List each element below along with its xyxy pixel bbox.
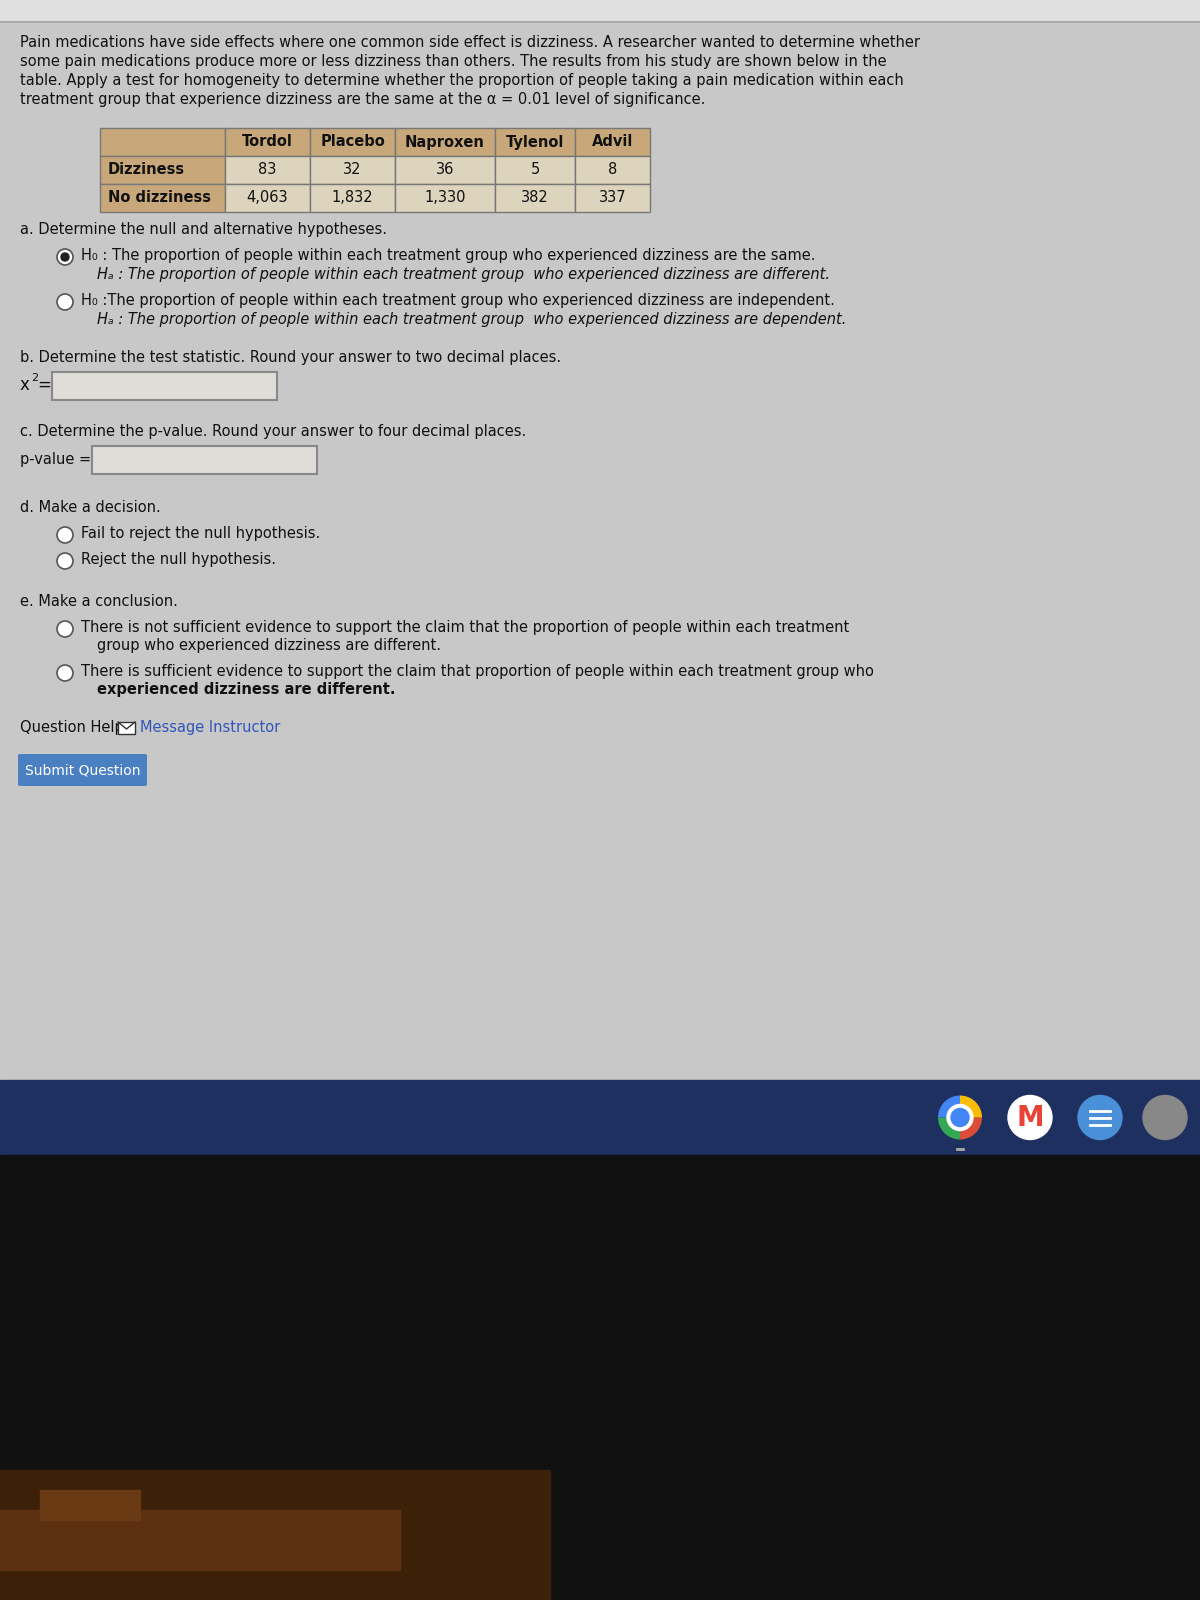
Wedge shape xyxy=(960,1096,982,1117)
Text: Question Help:: Question Help: xyxy=(20,720,128,734)
Circle shape xyxy=(1142,1096,1187,1139)
Text: 2: 2 xyxy=(31,373,38,382)
Text: 83: 83 xyxy=(258,163,277,178)
Circle shape xyxy=(58,526,73,542)
Text: 1,330: 1,330 xyxy=(425,190,466,205)
Bar xyxy=(226,128,310,157)
Text: p-value =: p-value = xyxy=(20,451,91,467)
Text: 382: 382 xyxy=(521,190,548,205)
Text: 32: 32 xyxy=(343,163,361,178)
Text: 4,063: 4,063 xyxy=(247,190,288,205)
Circle shape xyxy=(58,666,73,682)
Bar xyxy=(395,157,496,184)
Text: Reject the null hypothesis.: Reject the null hypothesis. xyxy=(82,552,276,566)
Text: 337: 337 xyxy=(599,190,626,205)
Text: H₀ :The proportion of people within each treatment group who experienced dizzine: H₀ :The proportion of people within each… xyxy=(82,293,835,307)
Text: =: = xyxy=(37,376,50,394)
Text: Fail to reject the null hypothesis.: Fail to reject the null hypothesis. xyxy=(82,526,320,541)
Text: 8: 8 xyxy=(608,163,617,178)
Text: Naproxen: Naproxen xyxy=(406,134,485,149)
Text: Tordol: Tordol xyxy=(242,134,293,149)
Text: Advil: Advil xyxy=(592,134,634,149)
Bar xyxy=(118,722,134,734)
Bar xyxy=(310,128,395,157)
Bar xyxy=(496,184,575,211)
Bar xyxy=(40,1490,140,1520)
Circle shape xyxy=(1008,1096,1052,1139)
Bar xyxy=(52,371,277,400)
Text: a. Determine the null and alternative hypotheses.: a. Determine the null and alternative hy… xyxy=(20,222,386,237)
Circle shape xyxy=(58,294,73,310)
Text: Hₐ : The proportion of people within each treatment group  who experienced dizzi: Hₐ : The proportion of people within eac… xyxy=(97,267,830,282)
FancyBboxPatch shape xyxy=(18,754,148,786)
Text: Placebo: Placebo xyxy=(320,134,385,149)
Text: Dizziness: Dizziness xyxy=(108,163,185,178)
Text: experienced dizziness are different.: experienced dizziness are different. xyxy=(97,682,396,698)
Circle shape xyxy=(58,554,73,570)
Wedge shape xyxy=(960,1117,982,1139)
Text: x: x xyxy=(20,376,30,394)
Text: Message Instructor: Message Instructor xyxy=(140,720,281,734)
Bar xyxy=(496,128,575,157)
Bar xyxy=(0,1510,400,1570)
Bar xyxy=(575,184,650,211)
Text: 1,832: 1,832 xyxy=(331,190,373,205)
Text: treatment group that experience dizziness are the same at the α = 0.01 level of : treatment group that experience dizzines… xyxy=(20,91,706,107)
Text: c. Determine the p-value. Round your answer to four decimal places.: c. Determine the p-value. Round your ans… xyxy=(20,424,527,438)
Bar xyxy=(0,1155,1200,1600)
Text: e. Make a conclusion.: e. Make a conclusion. xyxy=(20,594,178,610)
Wedge shape xyxy=(938,1096,960,1117)
Bar xyxy=(226,184,310,211)
Bar xyxy=(575,157,650,184)
Text: Hₐ : The proportion of people within each treatment group  who experienced dizzi: Hₐ : The proportion of people within eac… xyxy=(97,312,846,326)
Circle shape xyxy=(952,1109,970,1126)
Circle shape xyxy=(58,250,73,266)
Text: Submit Question: Submit Question xyxy=(25,763,140,778)
Text: No dizziness: No dizziness xyxy=(108,190,211,205)
Wedge shape xyxy=(938,1117,960,1139)
Circle shape xyxy=(58,621,73,637)
Bar xyxy=(575,128,650,157)
Text: table. Apply a test for homogeneity to determine whether the proportion of peopl: table. Apply a test for homogeneity to d… xyxy=(20,74,904,88)
Text: 5: 5 xyxy=(530,163,540,178)
Bar xyxy=(226,157,310,184)
Bar xyxy=(0,1080,1200,1155)
Text: Tylenol: Tylenol xyxy=(506,134,564,149)
Bar xyxy=(310,184,395,211)
Bar xyxy=(310,157,395,184)
Bar xyxy=(100,128,226,157)
Bar xyxy=(100,157,226,184)
Text: H₀ : The proportion of people within each treatment group who experienced dizzin: H₀ : The proportion of people within eac… xyxy=(82,248,816,262)
Bar xyxy=(0,0,1200,22)
Text: b. Determine the test statistic. Round your answer to two decimal places.: b. Determine the test statistic. Round y… xyxy=(20,350,562,365)
Bar xyxy=(100,184,226,211)
Text: group who experienced dizziness are different.: group who experienced dizziness are diff… xyxy=(97,638,442,653)
Circle shape xyxy=(61,253,70,261)
Circle shape xyxy=(947,1104,973,1131)
Text: There is not sufficient evidence to support the claim that the proportion of peo: There is not sufficient evidence to supp… xyxy=(82,619,850,635)
Text: M: M xyxy=(1016,1104,1044,1131)
Bar xyxy=(0,1470,550,1600)
Text: Pain medications have side effects where one common side effect is dizziness. A : Pain medications have side effects where… xyxy=(20,35,920,50)
Bar xyxy=(395,184,496,211)
Bar xyxy=(496,157,575,184)
Bar xyxy=(92,446,317,474)
Text: 36: 36 xyxy=(436,163,454,178)
Text: There is sufficient evidence to support the claim that proportion of people with: There is sufficient evidence to support … xyxy=(82,664,874,678)
Bar xyxy=(395,128,496,157)
Circle shape xyxy=(1078,1096,1122,1139)
Text: some pain medications produce more or less dizziness than others. The results fr: some pain medications produce more or le… xyxy=(20,54,887,69)
Text: d. Make a decision.: d. Make a decision. xyxy=(20,499,161,515)
